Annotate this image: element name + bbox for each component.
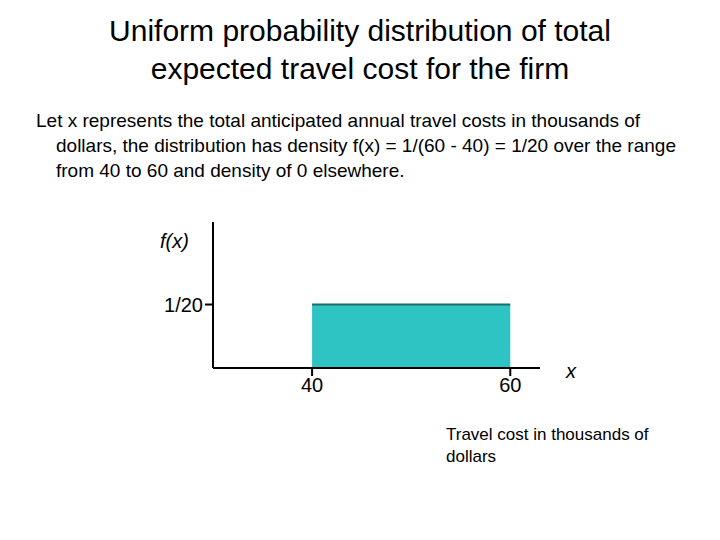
svg-text:60: 60 — [499, 374, 521, 396]
html-text:Let x represents the total ant: Let x represents the total anticipated a… — [36, 110, 676, 181]
svg-text:1/20: 1/20 — [164, 294, 203, 316]
svg-text:40: 40 — [301, 374, 323, 396]
html-text:x: x — [566, 360, 576, 382]
html-text:f(x): f(x) — [160, 230, 189, 252]
html-text:Uniform probability distributi: Uniform probability distribution of tota… — [109, 14, 611, 85]
html-text:Travel cost in thousands of do: Travel cost in thousands of dollars — [446, 425, 649, 466]
